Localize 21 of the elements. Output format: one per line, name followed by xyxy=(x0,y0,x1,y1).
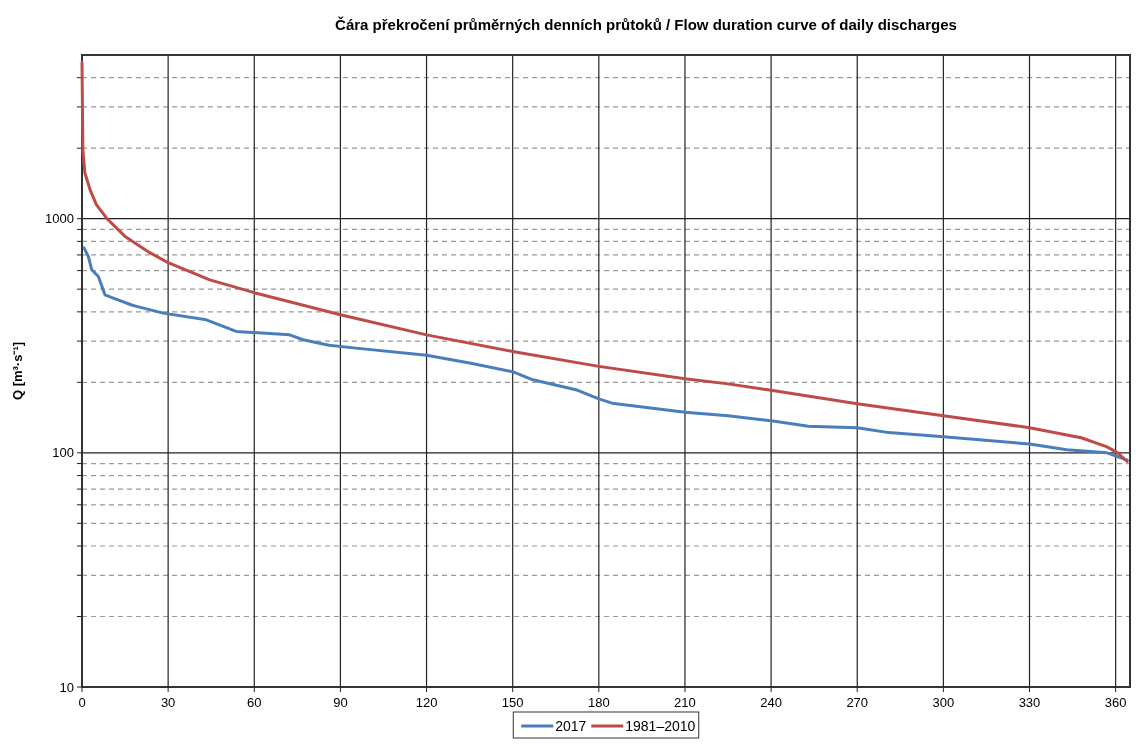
y-tick-label: 100 xyxy=(52,445,74,461)
line-series xyxy=(80,61,1129,463)
chart-title: Čára překročení průměrných denních průtoků / Flow duration curve of daily discharges xyxy=(335,16,957,33)
x-tick-label: 240 xyxy=(760,695,782,710)
x-tick-label: 330 xyxy=(1018,695,1041,710)
x-tick-label: 120 xyxy=(415,695,438,710)
x-tick-label: 180 xyxy=(587,695,610,710)
x-tick-label: 0 xyxy=(78,695,86,710)
x-tick-label: 360 xyxy=(1104,695,1127,710)
legend-label: 2017 xyxy=(555,718,587,734)
x-tick-label: 210 xyxy=(674,695,696,710)
x-tick-label: 300 xyxy=(932,695,955,710)
x-tick-label: 270 xyxy=(846,695,869,710)
x-tick-label: 30 xyxy=(160,695,176,710)
y-axis-title: Q [m³·s⁻¹] xyxy=(10,341,25,401)
x-tick-label: 60 xyxy=(247,695,262,710)
legend-label: 1981–2010 xyxy=(625,718,696,734)
x-tick-label: 150 xyxy=(501,695,524,710)
y-tick-label: 10 xyxy=(59,679,74,695)
x-tick-label: 90 xyxy=(333,695,348,710)
y-tick-label: 1000 xyxy=(45,211,74,227)
